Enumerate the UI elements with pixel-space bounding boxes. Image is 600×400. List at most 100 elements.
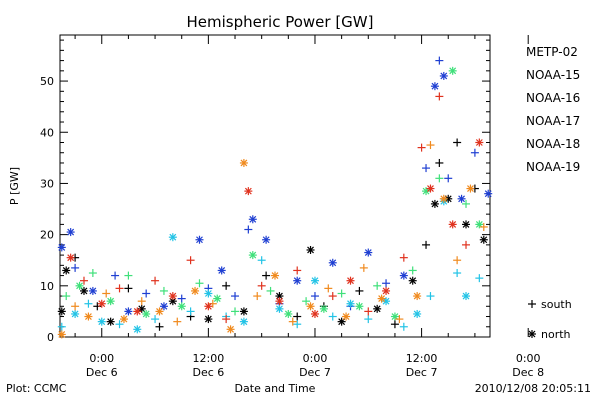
data-point-north	[262, 235, 271, 244]
data-point-south	[88, 269, 97, 278]
x-tick-date: Dec 6	[192, 366, 224, 379]
data-point-north	[430, 82, 439, 91]
data-point-south	[364, 315, 373, 324]
data-point-north	[66, 253, 75, 262]
data-point-south	[62, 292, 71, 301]
data-point-north	[306, 302, 315, 311]
data-point-south	[453, 138, 462, 147]
data-point-south	[71, 263, 80, 272]
data-point-south	[266, 286, 275, 295]
data-point-north	[377, 294, 386, 303]
legend-item: NOAA-15	[526, 68, 580, 82]
data-point-south	[155, 322, 164, 331]
y-tick-label: 20	[40, 229, 54, 242]
data-point-north	[88, 286, 97, 295]
data-point-north	[346, 276, 355, 285]
data-point-south	[222, 315, 231, 324]
data-point-north	[75, 281, 84, 290]
data-point-north	[284, 309, 293, 318]
y-tick-label: 10	[40, 280, 54, 293]
data-point-north	[84, 312, 93, 321]
x-tick-date: Dec 8	[512, 366, 544, 379]
data-point-south	[444, 174, 453, 183]
marker-legend: south north	[528, 298, 572, 341]
data-point-north	[293, 276, 302, 285]
legend-item: NOAA-17	[526, 114, 580, 128]
footer-plot-source: Plot: CCMC	[6, 382, 67, 395]
data-point-south	[231, 292, 240, 301]
data-point-south	[293, 320, 302, 329]
data-point-south	[373, 281, 382, 290]
data-point-south	[159, 286, 168, 295]
data-point-south	[395, 315, 404, 324]
data-point-north	[155, 307, 164, 316]
legend-item: NOAA-16	[526, 91, 580, 105]
data-point-north	[133, 307, 142, 316]
y-tick-label: 40	[40, 126, 54, 139]
data-point-south	[422, 240, 431, 249]
data-point-north	[191, 286, 200, 295]
data-point-north	[66, 228, 75, 237]
data-point-south	[310, 292, 319, 301]
x-tick-date: Dec 7	[299, 366, 331, 379]
data-point-north	[275, 297, 284, 306]
data-point-south	[137, 297, 146, 306]
legend-item: NOAA-18	[526, 137, 580, 151]
data-point-south	[426, 292, 435, 301]
data-point-south	[328, 292, 337, 301]
data-point-north	[484, 189, 493, 198]
data-point-south	[115, 320, 124, 329]
data-point-south	[337, 289, 346, 298]
x-tick-time: 0:00	[89, 352, 114, 365]
data-point-north	[475, 138, 484, 147]
data-point-south	[142, 289, 151, 298]
footer-timestamp: 2010/12/08 20:05:11	[475, 382, 591, 395]
data-point-north	[479, 235, 488, 244]
x-axis-label: Date and Time	[235, 382, 316, 395]
data-point-south	[288, 317, 297, 326]
data-point-north	[306, 245, 315, 254]
data-point-south	[195, 279, 204, 288]
data-point-south	[426, 141, 435, 150]
x-tick-date: Dec 6	[86, 366, 118, 379]
y-tick-label: 0	[47, 331, 54, 344]
data-point-south	[453, 269, 462, 278]
data-point-south	[435, 56, 444, 65]
legend-item: NOAA-19	[526, 160, 580, 174]
data-point-south	[186, 307, 195, 316]
data-point-north	[204, 289, 213, 298]
data-point-north	[430, 199, 439, 208]
data-point-north	[57, 243, 66, 252]
data-point-south	[115, 284, 124, 293]
x-tick-time: 12:00	[406, 352, 438, 365]
data-point-north	[399, 271, 408, 280]
data-point-south	[222, 281, 231, 290]
data-point-south	[79, 276, 88, 285]
data-point-south	[111, 271, 120, 280]
data-point-north	[328, 258, 337, 267]
data-point-north	[168, 233, 177, 242]
data-point-north	[133, 325, 142, 334]
data-point-north	[62, 266, 71, 275]
data-point-north	[106, 297, 115, 306]
data-point-south	[173, 317, 182, 326]
data-point-north	[204, 315, 213, 324]
data-point-north	[213, 294, 222, 303]
data-point-south	[435, 158, 444, 167]
data-point-south	[151, 276, 160, 285]
data-point-south	[328, 312, 337, 321]
x-tick-time: 12:00	[193, 352, 225, 365]
data-point-north	[195, 235, 204, 244]
data-point-north	[71, 309, 80, 318]
data-point-south	[399, 322, 408, 331]
data-point-north	[310, 309, 319, 318]
x-tick-date: Dec 7	[406, 366, 438, 379]
legend: METP-02 NOAA-15 NOAA-16 NOAA-17 NOAA-18 NOAA-…	[526, 45, 580, 174]
data-point-south	[124, 284, 133, 293]
x-tick-time: 0:00	[516, 352, 541, 365]
data-point-north	[408, 276, 417, 285]
data-point-south	[417, 143, 426, 152]
data-point-north	[355, 302, 364, 311]
